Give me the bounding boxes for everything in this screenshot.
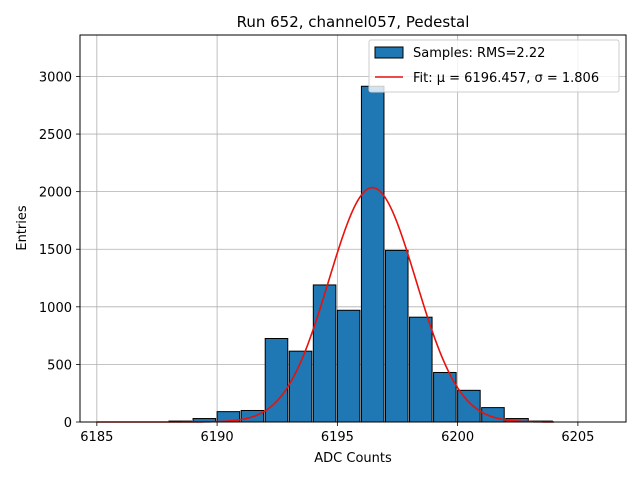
y-axis-label: Entries [15, 205, 30, 251]
legend-label-samples: Samples: RMS=2.22 [413, 46, 545, 61]
x-tick-label: 6195 [321, 430, 354, 445]
y-tick-label: 1000 [39, 301, 72, 316]
x-axis: 6185 6190 6195 6200 6205 [80, 422, 594, 445]
plot-frame [79, 34, 627, 423]
y-tick-label: 3000 [39, 70, 72, 85]
legend-swatch-samples [374, 46, 404, 59]
y-tick-label: 500 [47, 358, 72, 373]
x-tick-label: 6205 [561, 430, 594, 445]
x-tick-label: 6185 [80, 430, 113, 445]
legend-label-fit: Fit: μ = 6196.457, σ = 1.806 [413, 71, 599, 86]
histogram-bar [336, 309, 361, 423]
y-tick-label: 2500 [39, 128, 72, 143]
y-axis: 0 500 1000 1500 2000 2500 3000 [39, 70, 80, 431]
x-axis-label: ADC Counts [314, 451, 392, 466]
chart-title: Run 652, channel057, Pedestal [237, 13, 470, 31]
histogram-bar [409, 316, 433, 423]
legend-box [368, 39, 620, 93]
histogram-bar [312, 284, 337, 423]
x-tick-label: 6190 [201, 430, 234, 445]
legend: Samples: RMS=2.22 Fit: μ = 6196.457, σ =… [368, 39, 620, 93]
x-tick-label: 6200 [441, 430, 474, 445]
y-tick-label: 0 [64, 416, 72, 431]
y-tick-label: 2000 [39, 186, 72, 201]
histogram-bars [168, 85, 553, 423]
histogram-bar [384, 249, 409, 423]
y-tick-label: 1500 [39, 243, 72, 258]
histogram-bar [457, 389, 481, 423]
grid [80, 35, 626, 423]
histogram-bar [360, 85, 385, 423]
